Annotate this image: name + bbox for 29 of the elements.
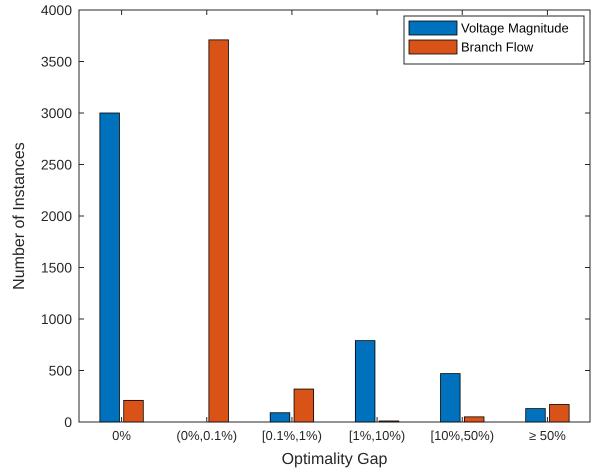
bar (549, 404, 570, 422)
y-tick-label: 3000 (40, 104, 72, 121)
bar (525, 408, 546, 422)
bar (440, 373, 461, 422)
bar (294, 388, 314, 422)
bar (208, 39, 229, 422)
x-tick-label: [0.1%,1%) (262, 428, 322, 443)
bar (123, 400, 144, 422)
y-tick-label: 1500 (40, 259, 72, 276)
x-tick-label: ≥ 50% (529, 428, 566, 443)
bar (99, 112, 120, 422)
bar (270, 412, 290, 422)
x-tick-label: (0%,0.1%) (176, 428, 238, 443)
y-tick-label: 3500 (40, 53, 72, 70)
x-tick-label: [10%,50%) (430, 428, 494, 443)
y-tick-label: 1000 (40, 310, 72, 327)
y-tick-label: 0 (64, 414, 72, 430)
y-tick-label: 4000 (40, 2, 72, 18)
y-tick-label: 2000 (40, 208, 72, 224)
legend-label: Voltage Magnitude (461, 20, 569, 36)
bar (464, 416, 484, 422)
x-tick-label: [1%,10%) (348, 428, 406, 443)
legend-label: Branch Flow (461, 40, 534, 55)
y-tick-label: 500 (48, 362, 72, 378)
bar (354, 340, 376, 422)
y-axis-title: Number of Instances (11, 142, 28, 290)
y-tick-label: 2500 (40, 156, 72, 172)
x-tick-label: 0% (112, 428, 132, 443)
x-axis-title: Optimality Gap (282, 451, 388, 468)
